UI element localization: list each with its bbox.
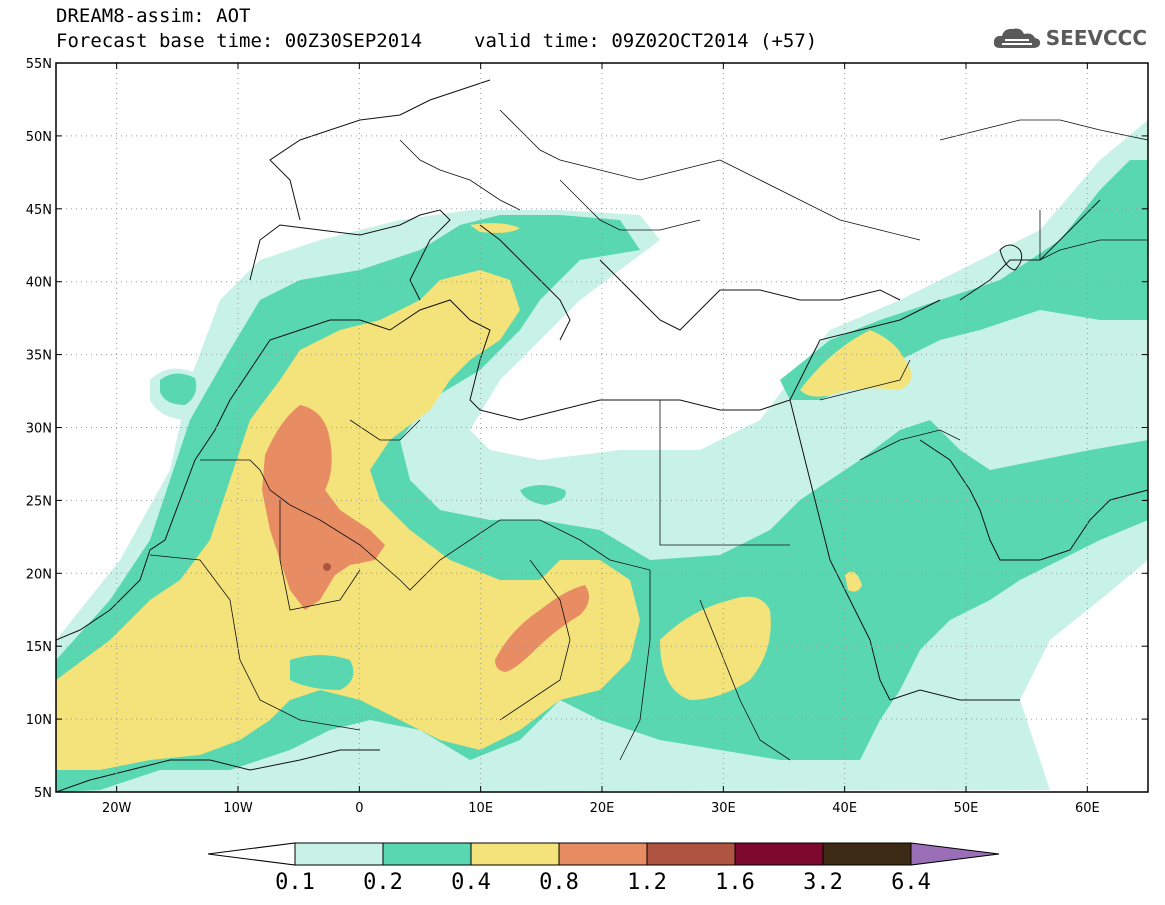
lat-label: 50N [26, 130, 52, 145]
lat-label: 10N [26, 713, 52, 728]
latitude-labels: 55N 50N 45N 40N 35N 30N 25N 20N 15N 10N 5N [26, 57, 1148, 801]
colorbar-swatch [734, 842, 824, 866]
colorbar-swatch [470, 842, 560, 866]
lon-label: 10W [223, 801, 253, 816]
lon-label: 20W [102, 801, 132, 816]
logo-text: SEEVCCC [1045, 26, 1147, 50]
colorbar-label: 3.2 [803, 870, 843, 895]
colorbar: 0.1 0.2 0.4 0.8 1.2 1.6 3.2 6.4 [207, 842, 1000, 895]
colorbar-label: 0.2 [363, 870, 403, 895]
forecast-base-time: Forecast base time: 00Z30SEP2014 [56, 30, 423, 52]
seevccc-logo: SEEVCCC [992, 24, 1147, 52]
lon-label: 60E [1075, 801, 1100, 816]
lat-label: 20N [26, 567, 52, 582]
colorbar-label: 0.8 [539, 870, 579, 895]
lon-label: 50E [954, 801, 979, 816]
aot-level-1.2 [323, 563, 331, 571]
colorbar-under-arrow [207, 842, 296, 866]
cloud-icon [993, 28, 1040, 48]
colorbar-label: 0.4 [451, 870, 491, 895]
colorbar-label: 1.6 [715, 870, 755, 895]
lat-label: 5N [34, 786, 52, 801]
lat-label: 35N [26, 349, 52, 364]
time-info: Forecast base time: 00Z30SEP2014 valid ti… [56, 31, 817, 51]
lon-label: 40E [832, 801, 857, 816]
gridlines [56, 63, 1148, 792]
lat-label: 25N [26, 494, 52, 509]
aot-level-0.2-inner [290, 655, 354, 690]
lat-label: 40N [26, 276, 52, 291]
lon-label: 0 [355, 801, 363, 816]
colorbar-label: 1.2 [627, 870, 667, 895]
colorbar-label: 6.4 [891, 870, 931, 895]
colorbar-label: 0.1 [275, 870, 315, 895]
lon-label: 30E [711, 801, 736, 816]
country-borders [149, 109, 1148, 761]
map-title: DREAM8-assim: AOT [56, 5, 251, 27]
longitude-labels: 20W 10W 0 10E 20E 30E 40E 50E 60E [102, 63, 1100, 816]
lat-label: 30N [26, 422, 52, 437]
colorbar-swatch [646, 842, 736, 866]
colorbar-swatch [558, 842, 648, 866]
coastlines [56, 79, 1148, 792]
colorbar-swatch [382, 842, 472, 866]
lon-label: 20E [590, 801, 615, 816]
aot-level-0.8 [262, 405, 589, 672]
valid-time: valid time: 09Z02OCT2014 (+57) [474, 30, 818, 52]
colorbar-swatch [822, 842, 912, 866]
lat-label: 45N [26, 203, 52, 218]
colorbar-over-arrow [910, 842, 1000, 866]
lat-label: 55N [26, 57, 52, 72]
colorbar-swatch [294, 842, 384, 866]
lon-label: 10E [468, 801, 493, 816]
lat-label: 15N [26, 640, 52, 655]
